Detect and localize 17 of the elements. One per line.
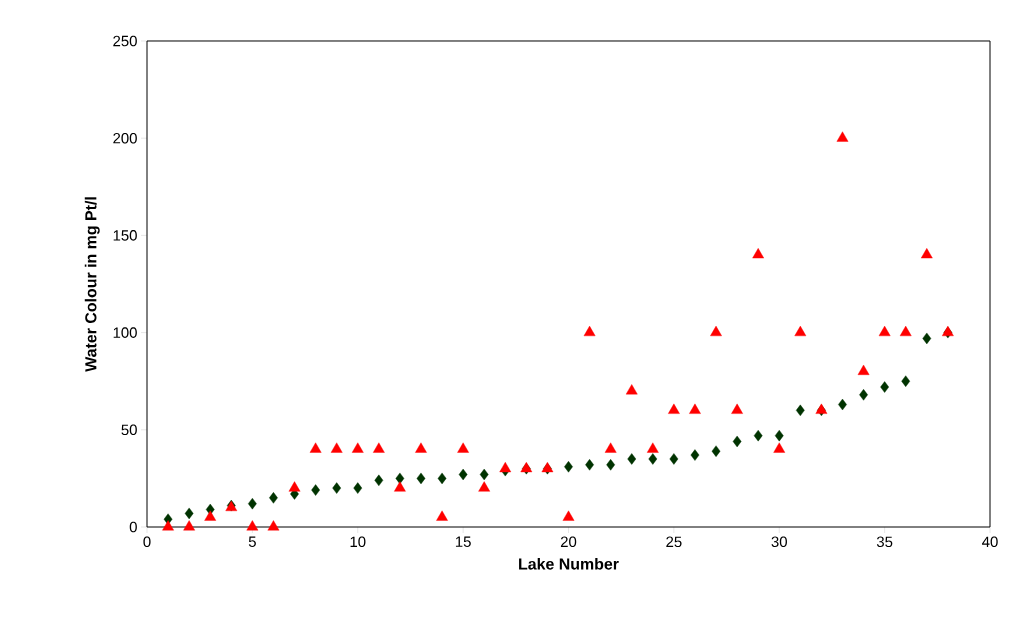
y-tick-label: 100 bbox=[113, 327, 137, 338]
y-tick-label: 0 bbox=[129, 521, 137, 533]
x-tick-label: 0 bbox=[143, 536, 151, 548]
y-axis-title: Water Colour in mg Pt/l bbox=[84, 197, 100, 372]
x-axis-title: Lake Number bbox=[519, 557, 619, 570]
y-tick-label: 250 bbox=[113, 35, 137, 47]
y-tick-label: 200 bbox=[113, 132, 137, 144]
x-tick-label: 40 bbox=[982, 536, 998, 548]
x-tick-label: 5 bbox=[248, 536, 256, 547]
x-tick-label: 15 bbox=[455, 536, 471, 547]
x-tick-label: 30 bbox=[771, 536, 787, 548]
x-tick-label: 25 bbox=[666, 536, 682, 548]
x-tick-label: 10 bbox=[350, 536, 366, 548]
y-tick-label: 150 bbox=[113, 230, 137, 241]
x-tick-label: 35 bbox=[876, 536, 893, 548]
y-tick-label: 50 bbox=[121, 424, 137, 436]
x-tick-label: 20 bbox=[560, 536, 577, 548]
